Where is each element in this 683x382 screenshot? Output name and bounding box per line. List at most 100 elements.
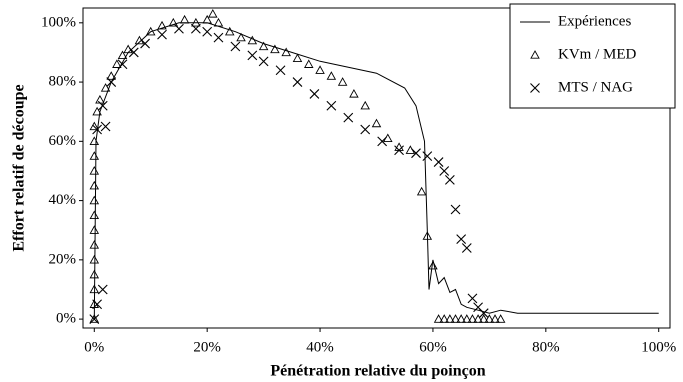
data-point — [371, 118, 382, 128]
legend-swatch — [530, 50, 540, 59]
data-point — [444, 174, 455, 185]
legend-label: MTS / NAG — [558, 79, 633, 95]
data-point — [258, 41, 269, 51]
data-point — [230, 41, 241, 52]
data-point — [439, 314, 449, 323]
data-point — [433, 157, 444, 167]
data-point — [450, 314, 461, 323]
data-point — [89, 180, 100, 190]
data-point — [281, 47, 291, 57]
data-point — [224, 26, 235, 36]
plot-frame — [82, 7, 671, 329]
data-point — [326, 100, 337, 111]
data-point — [117, 59, 128, 70]
data-point — [89, 269, 100, 279]
x-tick-label: 40% — [306, 339, 334, 355]
data-point — [89, 195, 100, 205]
data-point — [89, 121, 100, 131]
data-point — [343, 112, 354, 123]
data-point — [174, 23, 184, 34]
y-axis-title: Effort relatif de découpe — [11, 84, 28, 251]
data-point — [360, 124, 371, 135]
data-point — [100, 83, 111, 92]
y-tick-label: 40% — [49, 192, 77, 208]
data-point — [478, 308, 489, 319]
data-point — [89, 314, 100, 323]
data-point — [89, 225, 100, 234]
data-point — [191, 17, 201, 27]
data-point — [433, 314, 444, 323]
data-point — [337, 77, 348, 86]
data-point — [89, 136, 100, 145]
data-point — [411, 148, 421, 159]
data-point — [92, 299, 102, 310]
data-point — [89, 151, 100, 160]
data-point — [467, 293, 478, 304]
data-point — [349, 88, 359, 98]
data-point — [394, 145, 404, 156]
y-tick-label: 60% — [49, 133, 77, 149]
data-point — [377, 136, 388, 147]
data-point — [456, 314, 466, 323]
data-point — [473, 314, 483, 323]
data-point — [360, 100, 370, 110]
y-tick-label: 0% — [56, 311, 76, 327]
data-point — [106, 77, 117, 87]
data-point — [478, 314, 489, 323]
legend-swatch — [530, 83, 540, 93]
x-axis-title: Pénétration relative du poinçon — [270, 363, 485, 380]
data-point — [247, 35, 258, 45]
data-point — [106, 71, 116, 80]
x-tick-label: 20% — [193, 339, 221, 355]
data-point — [97, 284, 108, 295]
data-point — [428, 260, 438, 270]
data-point — [439, 166, 450, 176]
data-point — [456, 234, 467, 244]
data-point — [179, 14, 190, 24]
data-point — [292, 53, 303, 63]
data-point — [89, 314, 100, 324]
data-point — [112, 59, 122, 68]
data-point — [128, 47, 139, 58]
data-point — [89, 284, 100, 294]
y-tick-label: 100% — [41, 14, 76, 30]
data-point — [100, 121, 111, 132]
data-point — [484, 314, 495, 323]
data-point — [92, 106, 102, 116]
data-point — [213, 17, 224, 27]
data-point — [304, 59, 314, 68]
data-point — [326, 71, 337, 80]
data-point — [202, 26, 213, 37]
x-tick-label: 0% — [84, 339, 104, 355]
data-point — [309, 89, 320, 99]
data-point — [450, 204, 461, 215]
x-tick-label: 80% — [532, 339, 560, 355]
data-point — [315, 65, 325, 74]
data-point — [89, 254, 100, 264]
data-point — [445, 314, 455, 323]
x-tick-label: 100% — [641, 339, 676, 355]
data-point — [140, 38, 150, 49]
data-point — [202, 14, 212, 24]
data-point — [89, 210, 100, 220]
data-point — [97, 100, 108, 111]
data-point — [236, 32, 246, 42]
x-tick-label: 60% — [419, 339, 447, 355]
data-point — [157, 29, 167, 40]
data-point — [89, 240, 100, 249]
data-point — [495, 314, 506, 323]
data-point — [467, 314, 478, 323]
data-point — [92, 124, 102, 135]
data-point — [190, 23, 201, 34]
data-point — [422, 231, 433, 240]
data-point — [145, 26, 156, 36]
data-point — [95, 94, 105, 104]
data-point — [416, 186, 427, 196]
data-point — [89, 166, 100, 175]
data-point — [247, 50, 258, 61]
data-point — [462, 314, 472, 323]
data-point — [422, 151, 433, 162]
y-tick-label: 20% — [49, 251, 77, 267]
data-point — [292, 77, 303, 87]
